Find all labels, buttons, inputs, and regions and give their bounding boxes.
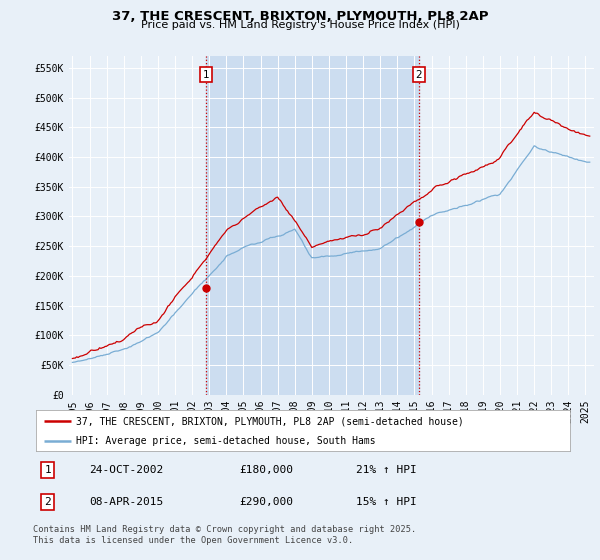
Text: 24-OCT-2002: 24-OCT-2002 — [89, 465, 164, 475]
Text: 08-APR-2015: 08-APR-2015 — [89, 497, 164, 507]
Text: HPI: Average price, semi-detached house, South Hams: HPI: Average price, semi-detached house,… — [76, 436, 376, 446]
Text: 1: 1 — [203, 69, 209, 80]
Text: 2: 2 — [416, 69, 422, 80]
Text: 1: 1 — [44, 465, 51, 475]
Text: Contains HM Land Registry data © Crown copyright and database right 2025.
This d: Contains HM Land Registry data © Crown c… — [33, 525, 416, 545]
Text: 37, THE CRESCENT, BRIXTON, PLYMOUTH, PL8 2AP: 37, THE CRESCENT, BRIXTON, PLYMOUTH, PL8… — [112, 10, 488, 22]
Text: 15% ↑ HPI: 15% ↑ HPI — [356, 497, 417, 507]
Text: 21% ↑ HPI: 21% ↑ HPI — [356, 465, 417, 475]
Text: Price paid vs. HM Land Registry's House Price Index (HPI): Price paid vs. HM Land Registry's House … — [140, 20, 460, 30]
Text: 2: 2 — [44, 497, 51, 507]
Text: £290,000: £290,000 — [239, 497, 293, 507]
Text: £180,000: £180,000 — [239, 465, 293, 475]
Text: 37, THE CRESCENT, BRIXTON, PLYMOUTH, PL8 2AP (semi-detached house): 37, THE CRESCENT, BRIXTON, PLYMOUTH, PL8… — [76, 417, 464, 426]
Bar — [206, 56, 419, 395]
